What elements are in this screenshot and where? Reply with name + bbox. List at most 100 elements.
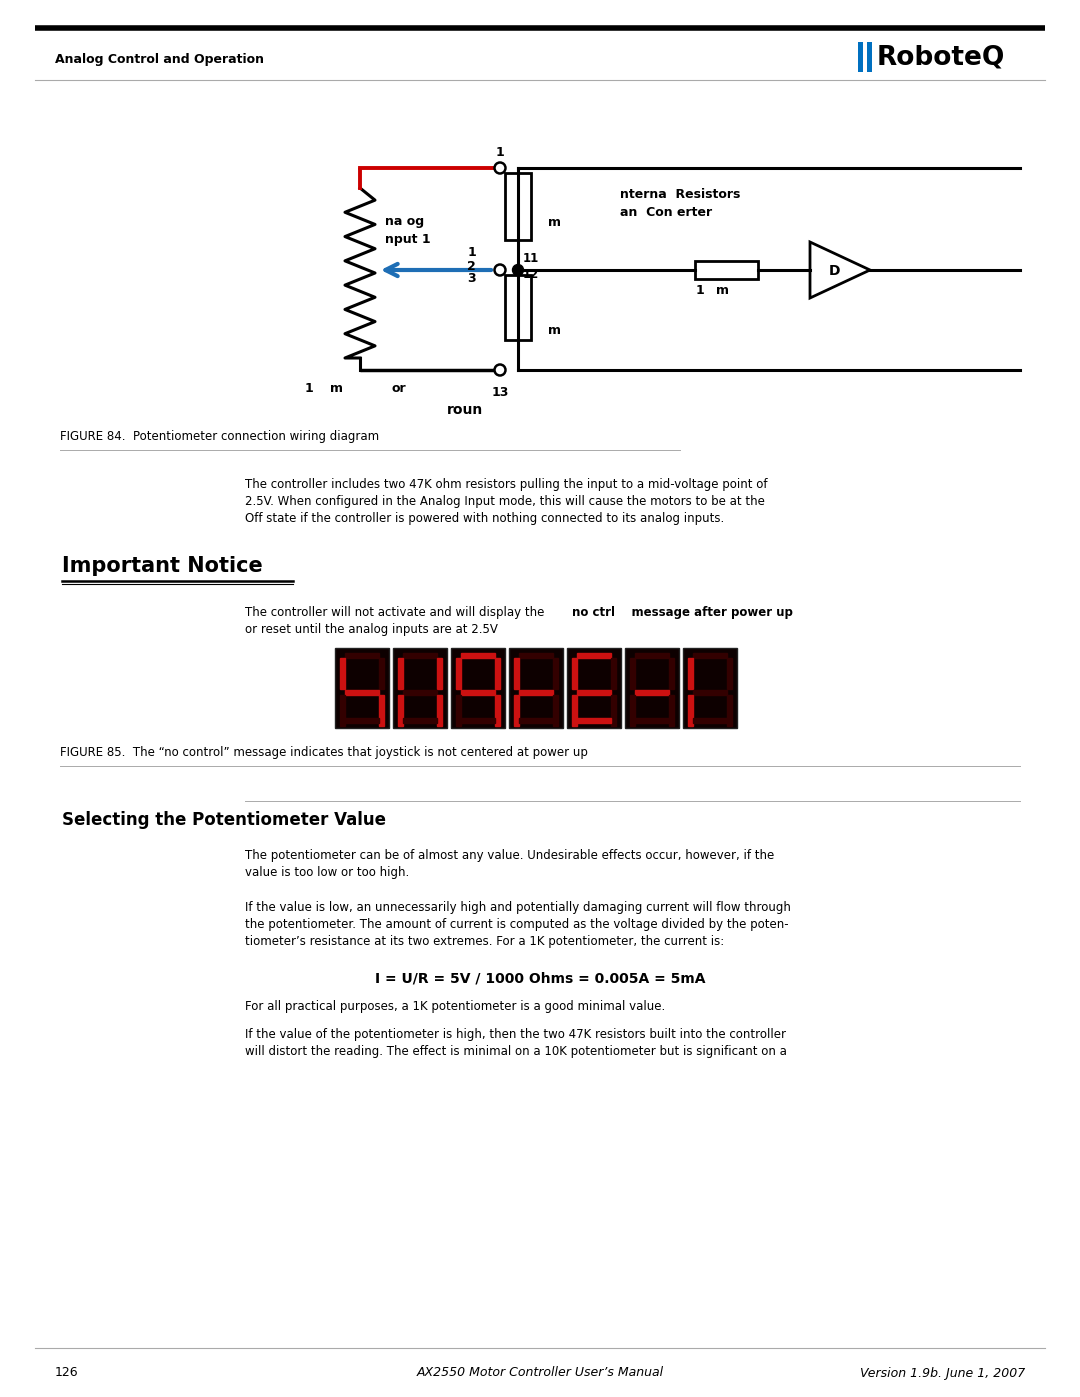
Bar [727, 694, 732, 726]
Bar [399, 694, 403, 726]
Circle shape [495, 365, 505, 376]
Text: The controller will not activate and will display the: The controller will not activate and wil… [245, 606, 544, 619]
Text: or: or [392, 381, 407, 394]
Bar [495, 694, 500, 726]
Text: The potentiometer can be of almost any value. Undesirable effects occur, however: The potentiometer can be of almost any v… [245, 849, 774, 862]
Bar [345, 652, 379, 658]
Bar [696, 261, 758, 279]
Text: Analog Control and Operation: Analog Control and Operation [55, 53, 264, 67]
Bar [519, 690, 553, 694]
Text: m: m [548, 324, 561, 337]
Text: If the value of the potentiometer is high, then the two 47K resistors built into: If the value of the potentiometer is hig… [245, 1028, 786, 1041]
Text: 2.5V. When configured in the Analog Input mode, this will cause the motors to be: 2.5V. When configured in the Analog Inpu… [245, 495, 765, 509]
Text: 13: 13 [491, 386, 509, 400]
Bar [688, 658, 693, 689]
Text: the potentiometer. The amount of current is computed as the voltage divided by t: the potentiometer. The amount of current… [245, 918, 788, 930]
Bar [630, 658, 635, 689]
Bar [611, 694, 616, 726]
Text: AX2550 Motor Controller User’s Manual: AX2550 Motor Controller User’s Manual [417, 1366, 663, 1379]
Text: D: D [829, 264, 840, 278]
Bar [461, 690, 495, 694]
Bar [669, 694, 674, 726]
Bar [403, 690, 437, 694]
Text: 1: 1 [305, 381, 314, 394]
Text: 1: 1 [696, 284, 705, 296]
Bar [456, 658, 461, 689]
Bar [519, 652, 553, 658]
Text: an  Con erter: an Con erter [620, 205, 712, 218]
Circle shape [495, 264, 505, 275]
Text: Important Notice: Important Notice [62, 556, 262, 576]
Bar [635, 718, 669, 724]
Bar [519, 718, 553, 724]
Text: FIGURE 85.  The “no control” message indicates that joystick is not centered at : FIGURE 85. The “no control” message indi… [60, 746, 588, 759]
Bar [572, 694, 577, 726]
Bar [437, 694, 442, 726]
Bar [340, 658, 345, 689]
Bar [514, 658, 519, 689]
Bar [567, 648, 621, 728]
Text: 3: 3 [468, 272, 476, 285]
Text: or reset until the analog inputs are at 2.5V: or reset until the analog inputs are at … [245, 623, 498, 636]
Bar [437, 658, 442, 689]
Text: m: m [330, 381, 343, 394]
Bar [635, 690, 669, 694]
Circle shape [495, 162, 505, 173]
Bar [635, 652, 669, 658]
Bar [514, 694, 519, 726]
Bar [577, 652, 611, 658]
Text: The controller includes two 47K ohm resistors pulling the input to a mid-voltage: The controller includes two 47K ohm resi… [245, 478, 768, 490]
Bar [693, 690, 727, 694]
Bar [335, 648, 389, 728]
Bar [393, 648, 447, 728]
Bar [509, 648, 563, 728]
Bar [630, 694, 635, 726]
Text: m: m [716, 284, 729, 296]
Text: RoboteQ: RoboteQ [877, 43, 1005, 70]
Text: 12: 12 [523, 268, 539, 282]
Bar [693, 652, 727, 658]
Bar [403, 652, 437, 658]
Text: 1: 1 [468, 246, 476, 260]
Bar [858, 42, 863, 73]
Text: 1: 1 [496, 145, 504, 158]
Text: Selecting the Potentiometer Value: Selecting the Potentiometer Value [62, 812, 386, 828]
Bar [669, 658, 674, 689]
Bar [572, 658, 577, 689]
Text: nput 1: nput 1 [384, 233, 431, 246]
Circle shape [513, 264, 524, 275]
Text: tiometer’s resistance at its two extremes. For a 1K potentiometer, the current i: tiometer’s resistance at its two extreme… [245, 935, 725, 949]
Bar [345, 718, 379, 724]
Text: I = U/R = 5V / 1000 Ohms = 0.005A = 5mA: I = U/R = 5V / 1000 Ohms = 0.005A = 5mA [375, 972, 705, 986]
Bar [451, 648, 505, 728]
Text: 126: 126 [55, 1366, 79, 1379]
Text: For all practical purposes, a 1K potentiometer is a good minimal value.: For all practical purposes, a 1K potenti… [245, 1000, 665, 1013]
Bar [461, 652, 495, 658]
Bar [577, 718, 611, 724]
Text: 2: 2 [468, 260, 476, 272]
Bar [495, 658, 500, 689]
Bar [403, 718, 437, 724]
Text: na og: na og [384, 215, 424, 229]
Text: no ctrl    message after power up: no ctrl message after power up [572, 606, 793, 619]
Text: roun: roun [447, 402, 483, 416]
Text: nterna  Resistors: nterna Resistors [620, 187, 741, 201]
Text: Off state if the controller is powered with nothing connected to its analog inpu: Off state if the controller is powered w… [245, 511, 725, 525]
Bar [611, 658, 616, 689]
Text: Version 1.9b. June 1, 2007: Version 1.9b. June 1, 2007 [860, 1366, 1025, 1379]
Bar [693, 718, 727, 724]
Text: FIGURE 84.  Potentiometer connection wiring diagram: FIGURE 84. Potentiometer connection wiri… [60, 430, 379, 443]
Bar [688, 694, 693, 726]
Bar [456, 694, 461, 726]
Bar [505, 173, 531, 240]
Bar [727, 658, 732, 689]
Bar [577, 690, 611, 694]
Bar [553, 658, 558, 689]
Bar [379, 694, 384, 726]
Bar [625, 648, 679, 728]
Text: value is too low or too high.: value is too low or too high. [245, 866, 409, 879]
Text: If the value is low, an unnecessarily high and potentially damaging current will: If the value is low, an unnecessarily hi… [245, 901, 791, 914]
Bar [345, 690, 379, 694]
Bar [399, 658, 403, 689]
Polygon shape [810, 242, 870, 298]
